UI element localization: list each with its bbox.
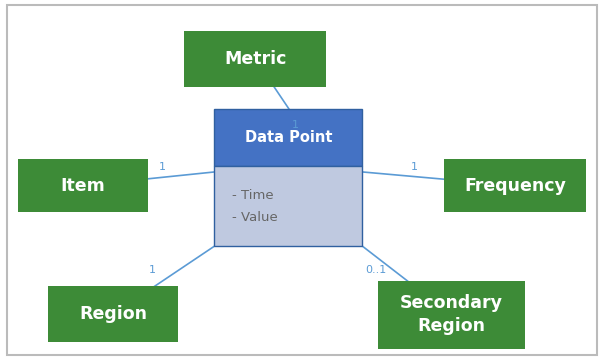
Text: - Time: - Time: [232, 189, 274, 202]
Text: 1: 1: [292, 120, 299, 130]
FancyBboxPatch shape: [48, 286, 178, 342]
Text: 1: 1: [411, 162, 418, 172]
Text: - Value: - Value: [232, 211, 278, 224]
FancyBboxPatch shape: [214, 109, 362, 167]
Text: 0..1: 0..1: [365, 265, 387, 275]
FancyBboxPatch shape: [444, 159, 586, 212]
Text: 1: 1: [149, 265, 156, 275]
Text: 1: 1: [159, 162, 166, 172]
Text: Secondary
Region: Secondary Region: [400, 295, 503, 335]
Text: Region: Region: [79, 305, 147, 323]
FancyBboxPatch shape: [214, 167, 362, 246]
Text: Item: Item: [60, 177, 106, 194]
FancyBboxPatch shape: [18, 159, 148, 212]
Text: Frequency: Frequency: [464, 177, 566, 194]
FancyBboxPatch shape: [378, 281, 525, 349]
Text: Data Point: Data Point: [245, 130, 332, 145]
FancyBboxPatch shape: [184, 31, 326, 87]
Text: Metric: Metric: [224, 50, 286, 68]
